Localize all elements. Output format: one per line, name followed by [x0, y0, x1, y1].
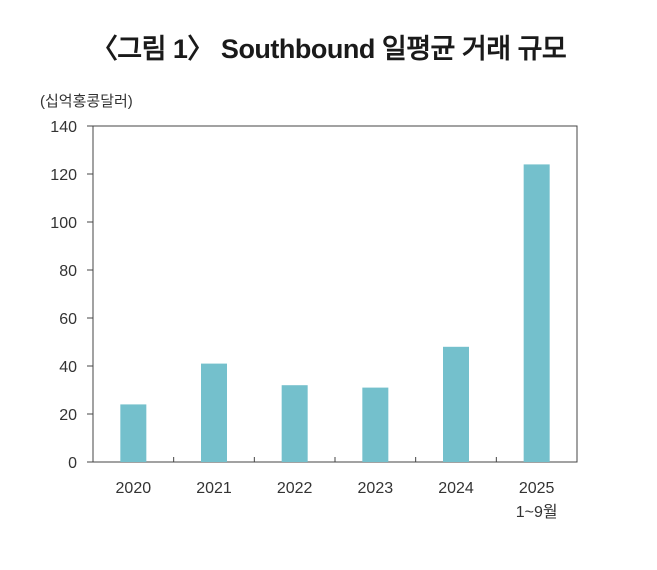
y-axis: 0 20 40 60 80 100 120 140 [50, 119, 93, 472]
x-tick-label: 2021 [196, 480, 232, 497]
bar-2020 [120, 404, 147, 462]
bar-2022 [281, 385, 308, 462]
x-tick-label: 2020 [116, 480, 152, 497]
y-axis-unit-label: (십억홍콩달러) [40, 92, 133, 110]
bar-series [120, 164, 550, 462]
y-tick-label: 0 [68, 455, 77, 472]
chart-title: 〈그림 1〉 Southbound 일평균 거래 규모 [90, 34, 567, 64]
y-tick-label: 60 [59, 311, 77, 328]
x-tick-label: 2022 [277, 480, 313, 497]
x-tick-label: 2025 [519, 480, 555, 497]
plot-frame [92, 125, 578, 463]
bar-2025 [523, 164, 550, 462]
y-tick-label: 100 [50, 215, 77, 232]
x-tick-label: 2024 [438, 480, 474, 497]
bar-2024 [443, 346, 469, 462]
bar-2021 [201, 363, 227, 462]
y-tick-label: 40 [59, 359, 77, 376]
x-axis: 2020 2021 2022 2023 2024 2025 1~9월 [116, 457, 558, 521]
x-tick-sublabel: 1~9월 [516, 503, 558, 521]
y-tick-label: 140 [50, 119, 77, 136]
y-tick-label: 20 [59, 407, 77, 424]
bar-2023 [362, 387, 389, 462]
y-tick-label: 120 [50, 167, 77, 184]
y-tick-label: 80 [59, 263, 77, 280]
x-tick-label: 2023 [358, 480, 394, 497]
